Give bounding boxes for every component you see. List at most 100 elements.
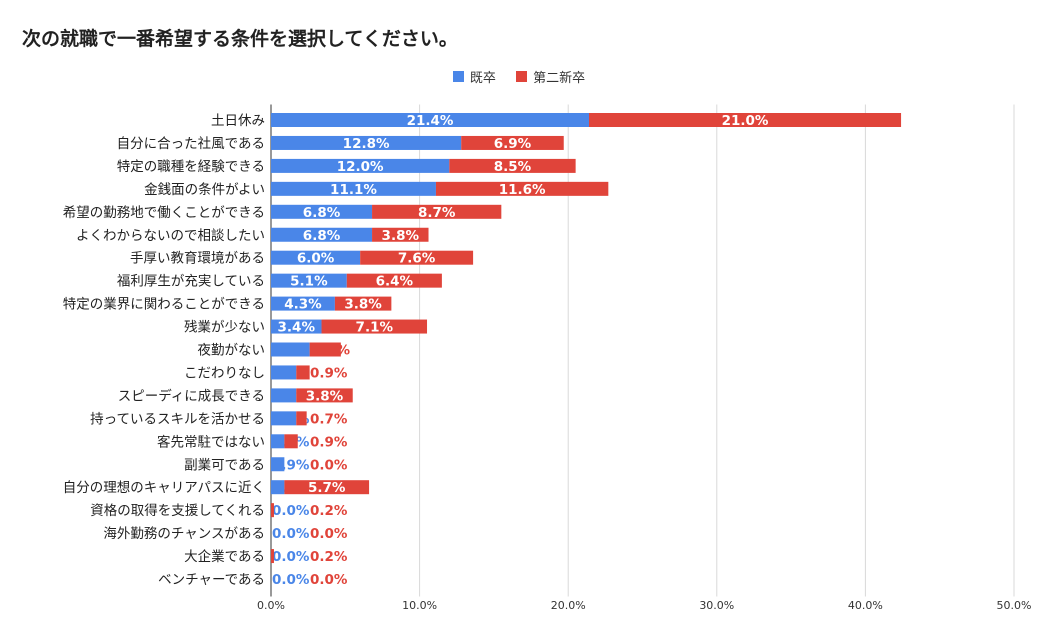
legend-label-series-2: 第二新卒 — [533, 71, 586, 86]
category-label: 手厚い教育環境がある — [130, 251, 265, 267]
category-label: 持っているスキルを活かせる — [90, 411, 265, 427]
data-label: 11.1% — [330, 182, 377, 198]
bar-segment-daini-shinsotsu[interactable] — [372, 204, 502, 219]
legend-item-series-2[interactable]: 第二新卒 — [516, 67, 585, 86]
category-label: 資格の取得を支援してくれる — [90, 502, 265, 519]
data-label: 2.6% — [272, 343, 310, 359]
data-label: 7.6% — [398, 251, 436, 267]
legend-swatch-series-2 — [516, 71, 528, 82]
bar-segment-daini-shinsotsu[interactable] — [360, 250, 474, 265]
category-label: 特定の職種を経験できる — [117, 159, 265, 175]
category-label: 大企業である — [184, 548, 265, 565]
data-label: 0.9% — [310, 434, 348, 450]
data-label: 0.9% — [310, 365, 348, 381]
bar-segment-daini-shinsotsu[interactable] — [435, 181, 609, 196]
bar-segment-daini-shinsotsu[interactable] — [296, 411, 307, 426]
category-label: 夜勤がない — [198, 343, 266, 359]
category-label: 海外勤務のチャンスがある — [103, 526, 265, 542]
bar-segment-daini-shinsotsu[interactable] — [346, 273, 442, 288]
data-label: 6.8% — [303, 228, 341, 244]
bar-segment-kisotsu[interactable] — [271, 158, 450, 173]
data-label: 3.4% — [278, 320, 316, 336]
data-label: 0.2% — [310, 549, 348, 565]
category-label: 自分の理想のキャリアパスに近く — [63, 480, 265, 496]
data-label: 0.0% — [310, 526, 348, 542]
data-label: 8.5% — [494, 159, 532, 175]
data-label: 7.1% — [356, 320, 394, 336]
data-label: 21.4% — [407, 113, 454, 129]
data-label: 0.0% — [272, 503, 310, 519]
bar-segment-daini-shinsotsu[interactable] — [271, 549, 274, 564]
bar-segment-daini-shinsotsu[interactable] — [309, 342, 341, 357]
chart-legend: 既卒 第二新卒 — [0, 67, 1038, 86]
legend-item-series-1[interactable]: 既卒 — [452, 67, 496, 86]
data-label: 5.1% — [290, 274, 328, 290]
data-label: 5.7% — [308, 480, 346, 496]
bar-segment-kisotsu[interactable] — [271, 342, 310, 357]
category-label: こだわりなし — [184, 365, 265, 381]
data-label: 3.8% — [382, 228, 420, 244]
bar-segment-kisotsu[interactable] — [271, 113, 590, 127]
legend-swatch-series-1 — [452, 71, 464, 82]
bar-segment-kisotsu[interactable] — [271, 457, 285, 472]
data-label: 12.0% — [337, 159, 384, 175]
bar-segment-kisotsu[interactable] — [271, 250, 361, 265]
bar-segment-daini-shinsotsu[interactable] — [589, 113, 902, 127]
data-label: 0.2% — [310, 503, 348, 519]
x-tick-label: 50.0% — [997, 599, 1032, 612]
data-label: 12.8% — [343, 136, 390, 152]
bar-segment-kisotsu[interactable] — [271, 365, 297, 380]
bar-segment-kisotsu[interactable] — [271, 204, 373, 219]
category-label: 希望の勤務地で働くことができる — [63, 205, 265, 221]
bar-segment-kisotsu[interactable] — [271, 273, 347, 288]
data-label: 3.8% — [306, 388, 344, 404]
data-label: 6.9% — [494, 136, 532, 152]
bar-segment-daini-shinsotsu[interactable] — [372, 227, 429, 242]
data-label: 0.9% — [272, 457, 310, 473]
data-label: 0.0% — [310, 457, 348, 473]
bar-segment-daini-shinsotsu[interactable] — [296, 388, 353, 403]
category-label: 特定の業界に関わることができる — [63, 297, 265, 313]
bar-segment-daini-shinsotsu[interactable] — [271, 503, 274, 518]
bar-segment-kisotsu[interactable] — [271, 388, 297, 403]
bar-segment-kisotsu[interactable] — [271, 411, 297, 426]
bar-segment-kisotsu[interactable] — [271, 319, 322, 334]
bar-segment-kisotsu[interactable] — [271, 434, 285, 449]
category-label: 副業可である — [184, 457, 265, 473]
bar-segment-daini-shinsotsu[interactable] — [321, 319, 428, 334]
data-label: 0.0% — [272, 549, 310, 565]
bar-segment-kisotsu[interactable] — [271, 227, 373, 242]
data-label: 0.0% — [272, 572, 310, 588]
data-label: 0.0% — [310, 572, 348, 588]
bar-segment-kisotsu[interactable] — [271, 480, 285, 495]
bar-segment-kisotsu[interactable] — [271, 135, 462, 150]
data-label: 3.8% — [344, 297, 382, 313]
category-label: 残業が少ない — [184, 320, 265, 336]
category-label: 福利厚生が充実している — [117, 274, 265, 290]
bar-segment-daini-shinsotsu[interactable] — [284, 434, 298, 449]
category-label: 客先常駐ではない — [157, 433, 265, 450]
bar-segment-kisotsu[interactable] — [271, 181, 436, 196]
bar-segment-daini-shinsotsu[interactable] — [449, 158, 576, 173]
x-tick-label: 20.0% — [551, 599, 586, 612]
data-label: 0.7% — [310, 411, 348, 427]
bar-segment-daini-shinsotsu[interactable] — [334, 296, 392, 311]
category-label: 土日休み — [211, 113, 265, 129]
data-label: 2.1% — [313, 343, 351, 359]
bar-segment-daini-shinsotsu[interactable] — [284, 480, 370, 495]
data-label: 6.4% — [376, 274, 414, 290]
bar-segment-daini-shinsotsu[interactable] — [461, 135, 564, 150]
x-tick-label: 40.0% — [848, 599, 883, 612]
bar-segment-daini-shinsotsu[interactable] — [296, 365, 310, 380]
data-label: 6.8% — [303, 205, 341, 221]
data-label: 0.0% — [272, 526, 310, 542]
chart-title: 次の就職で一番希望する条件を選択してください。 — [22, 28, 458, 50]
category-label: よくわからないので相談したい — [76, 228, 265, 244]
x-tick-label: 0.0% — [257, 599, 285, 612]
category-label: スピーディに成長できる — [118, 387, 265, 404]
category-label: 自分に合った社風である — [117, 136, 265, 152]
bar-segment-kisotsu[interactable] — [271, 296, 335, 311]
data-label: 6.0% — [297, 251, 335, 267]
